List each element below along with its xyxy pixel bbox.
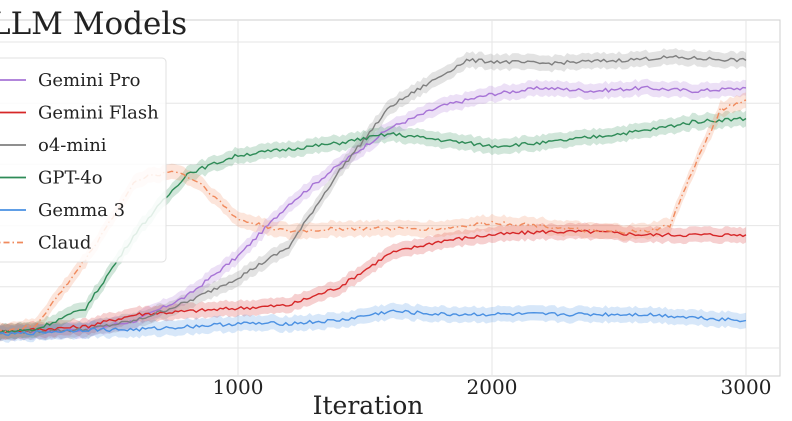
- series-line-gpt-4o: [0, 116, 747, 334]
- legend-label-gemini-pro: Gemini Pro: [38, 70, 140, 91]
- legend-label-gpt-4o: GPT-4o: [38, 168, 103, 189]
- chart-title: LLM Models: [0, 6, 187, 42]
- series-line-gemini-flash: [0, 229, 747, 334]
- x-tick-label-2: 3000: [721, 375, 772, 399]
- legend-box: [0, 57, 167, 263]
- legend-label-o4-mini: o4-mini: [38, 135, 107, 156]
- series-line-gemma-3: [0, 309, 747, 337]
- plot-frame: [0, 19, 781, 377]
- legend-label-claud: Claud: [38, 233, 91, 254]
- series-line-o4-mini: [0, 54, 747, 335]
- series-lines: [0, 54, 747, 337]
- x-tick-labels: 1000 2000 3000: [213, 375, 772, 399]
- x-tick-label-0: 1000: [213, 375, 264, 399]
- x-tick-label-1: 2000: [467, 375, 518, 399]
- band-gemma-3: [0, 302, 746, 343]
- legend-label-gemini-flash: Gemini Flash: [38, 103, 159, 124]
- legend-label-gemma-3: Gemma 3: [38, 200, 125, 221]
- legend: Gemini Pro Gemini Flash o4-mini GPT-4o Gemma…: [0, 57, 167, 263]
- x-axis-label: Iteration: [313, 391, 424, 420]
- band-gpt-4o: [0, 109, 746, 341]
